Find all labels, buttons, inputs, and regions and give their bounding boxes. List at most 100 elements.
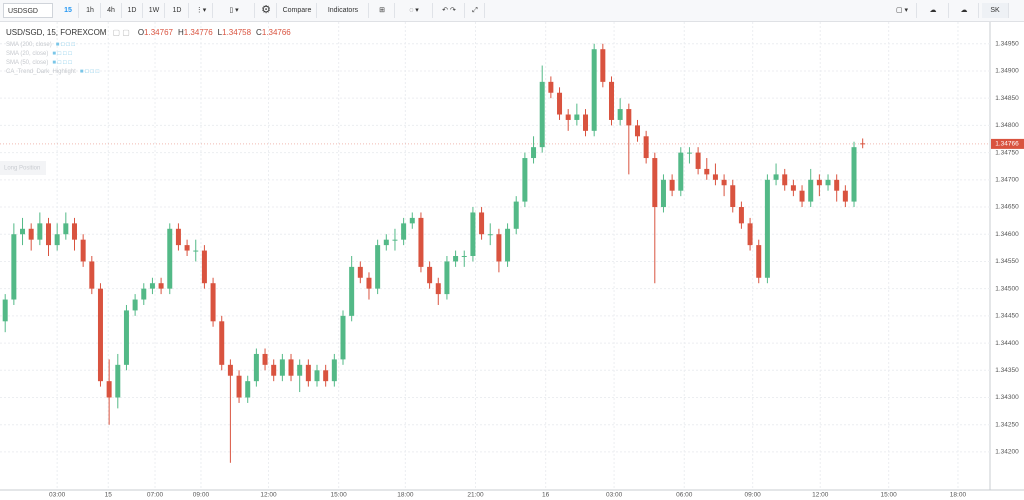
interval-button[interactable]: 4h: [101, 3, 122, 18]
y-tick-label: 1.34250: [995, 421, 1019, 428]
indicator-name: CA_Trend_Dark_Highlight: [6, 69, 76, 75]
candle-body: [773, 174, 779, 180]
x-tick-label: 09:00: [745, 492, 762, 499]
candle-body: [297, 364, 303, 376]
candle-body: [366, 277, 372, 289]
y-tick-label: 1.34750: [995, 149, 1019, 156]
candle-body: [210, 283, 216, 322]
candle-body: [236, 375, 242, 398]
candle-body: [669, 179, 675, 191]
undo-redo[interactable]: ↶ ↷: [434, 3, 465, 18]
y-tick-label: 1.34500: [995, 285, 1019, 292]
x-tick-label: 16: [542, 492, 550, 499]
candle-body: [149, 283, 155, 289]
candle-body: [704, 168, 710, 175]
legend-controls: ▢ ▢: [112, 28, 129, 37]
annotation: Long Position: [4, 166, 40, 172]
y-tick-label: 1.34400: [995, 340, 1019, 347]
candle-body: [435, 283, 441, 295]
interval-button[interactable]: 1W: [144, 3, 165, 18]
candle-body: [63, 223, 69, 235]
candle-body: [331, 359, 337, 382]
chart-type-button[interactable]: ▯ ▾: [214, 3, 255, 18]
candle-body: [392, 239, 398, 241]
candle-body: [20, 228, 26, 235]
candle-body: [175, 228, 181, 246]
candle-body: [427, 266, 433, 284]
x-tick-label: 03:00: [606, 492, 623, 499]
indicator-label: SMA (200, close) ■ □ □ □: [6, 42, 76, 48]
y-tick-label: 1.34800: [995, 122, 1019, 129]
indicator-controls: ■ □ □ □: [52, 60, 72, 66]
candle-body: [513, 201, 519, 229]
interval-button[interactable]: 1D: [166, 3, 189, 18]
compare-button[interactable]: Compare: [278, 3, 317, 18]
last-price-label: 1.34766: [995, 141, 1019, 148]
symbol-input[interactable]: USDSGD: [3, 3, 53, 18]
cloud-load[interactable]: ☁: [918, 3, 949, 18]
x-tick-label: 18:00: [950, 492, 967, 499]
cloud-save[interactable]: ☁: [950, 3, 979, 18]
x-tick-label: 15:00: [881, 492, 898, 499]
x-tick-label: 06:00: [676, 492, 693, 499]
candle-body: [305, 364, 311, 382]
candle-body: [123, 310, 129, 365]
template-button[interactable]: ⊞: [370, 3, 395, 18]
x-tick-label: 07:00: [147, 492, 164, 499]
fullscreen-button[interactable]: ⤢: [466, 3, 485, 18]
candle-body: [531, 147, 537, 159]
interval-button[interactable]: 15: [58, 3, 79, 18]
candle-body: [816, 179, 822, 186]
alert-button[interactable]: ◌ ▾: [396, 3, 433, 18]
candle-body: [634, 125, 640, 137]
candle-body: [89, 261, 95, 289]
indicator-label: CA_Trend_Dark_Highlight ■ □ □ □: [6, 69, 100, 75]
indicator-label: SMA (50, close) ■ □ □ □: [6, 60, 72, 66]
ohlc-label: L: [218, 28, 223, 37]
candle-body: [643, 136, 649, 159]
candle-body: [834, 179, 840, 191]
candle-body: [678, 152, 684, 191]
candle-body: [453, 256, 459, 262]
candle-body: [11, 234, 17, 300]
layout-button[interactable]: ▢ ▾: [888, 3, 917, 18]
y-tick-label: 1.34850: [995, 95, 1019, 102]
candle-body: [401, 223, 407, 240]
candle-body: [583, 114, 589, 131]
chart-legend: USD/SGD, 15, FOREXCOM ▢ ▢ O1.34767 H1.34776…: [6, 28, 291, 37]
candle-body: [860, 143, 866, 145]
ohlc-label: C: [256, 28, 262, 37]
ohlc-value: 1.34758: [222, 28, 251, 37]
ohlc-value: 1.34766: [262, 28, 291, 37]
settings-button[interactable]: ⚙: [256, 3, 277, 18]
indicator-controls: ■ □ □ □: [80, 69, 100, 75]
candle-body: [712, 174, 718, 180]
y-tick-label: 1.34700: [995, 177, 1019, 184]
candle-body: [591, 49, 597, 131]
candle-body: [686, 152, 692, 154]
interval-button[interactable]: 1h: [80, 3, 101, 18]
candle-body: [418, 217, 424, 267]
x-tick-label: 09:00: [193, 492, 210, 499]
candle-body: [115, 364, 121, 398]
candle-body: [357, 266, 363, 278]
candle-body: [323, 370, 329, 382]
y-tick-label: 1.34350: [995, 367, 1019, 374]
candle-body: [444, 261, 450, 295]
indicator-name: SMA (200, close): [6, 42, 52, 48]
interval-button[interactable]: 1D: [122, 3, 143, 18]
more-intervals[interactable]: ⋮▾: [190, 3, 213, 18]
y-tick-label: 1.34650: [995, 204, 1019, 211]
candle-body: [565, 114, 571, 120]
candle-body: [2, 299, 8, 322]
user-button[interactable]: SK: [982, 3, 1009, 18]
ohlc-label: H: [178, 28, 184, 37]
indicators-button[interactable]: Indicators: [318, 3, 369, 18]
candle-body: [808, 179, 814, 202]
indicator-label: SMA (20, close) ■ □ □ □: [6, 51, 72, 57]
ohlc-value: 1.34776: [184, 28, 213, 37]
candle-body: [756, 245, 762, 278]
indicator-controls: ■ □ □ □: [52, 51, 72, 57]
candle-body: [340, 315, 346, 360]
candle-body: [262, 353, 268, 365]
